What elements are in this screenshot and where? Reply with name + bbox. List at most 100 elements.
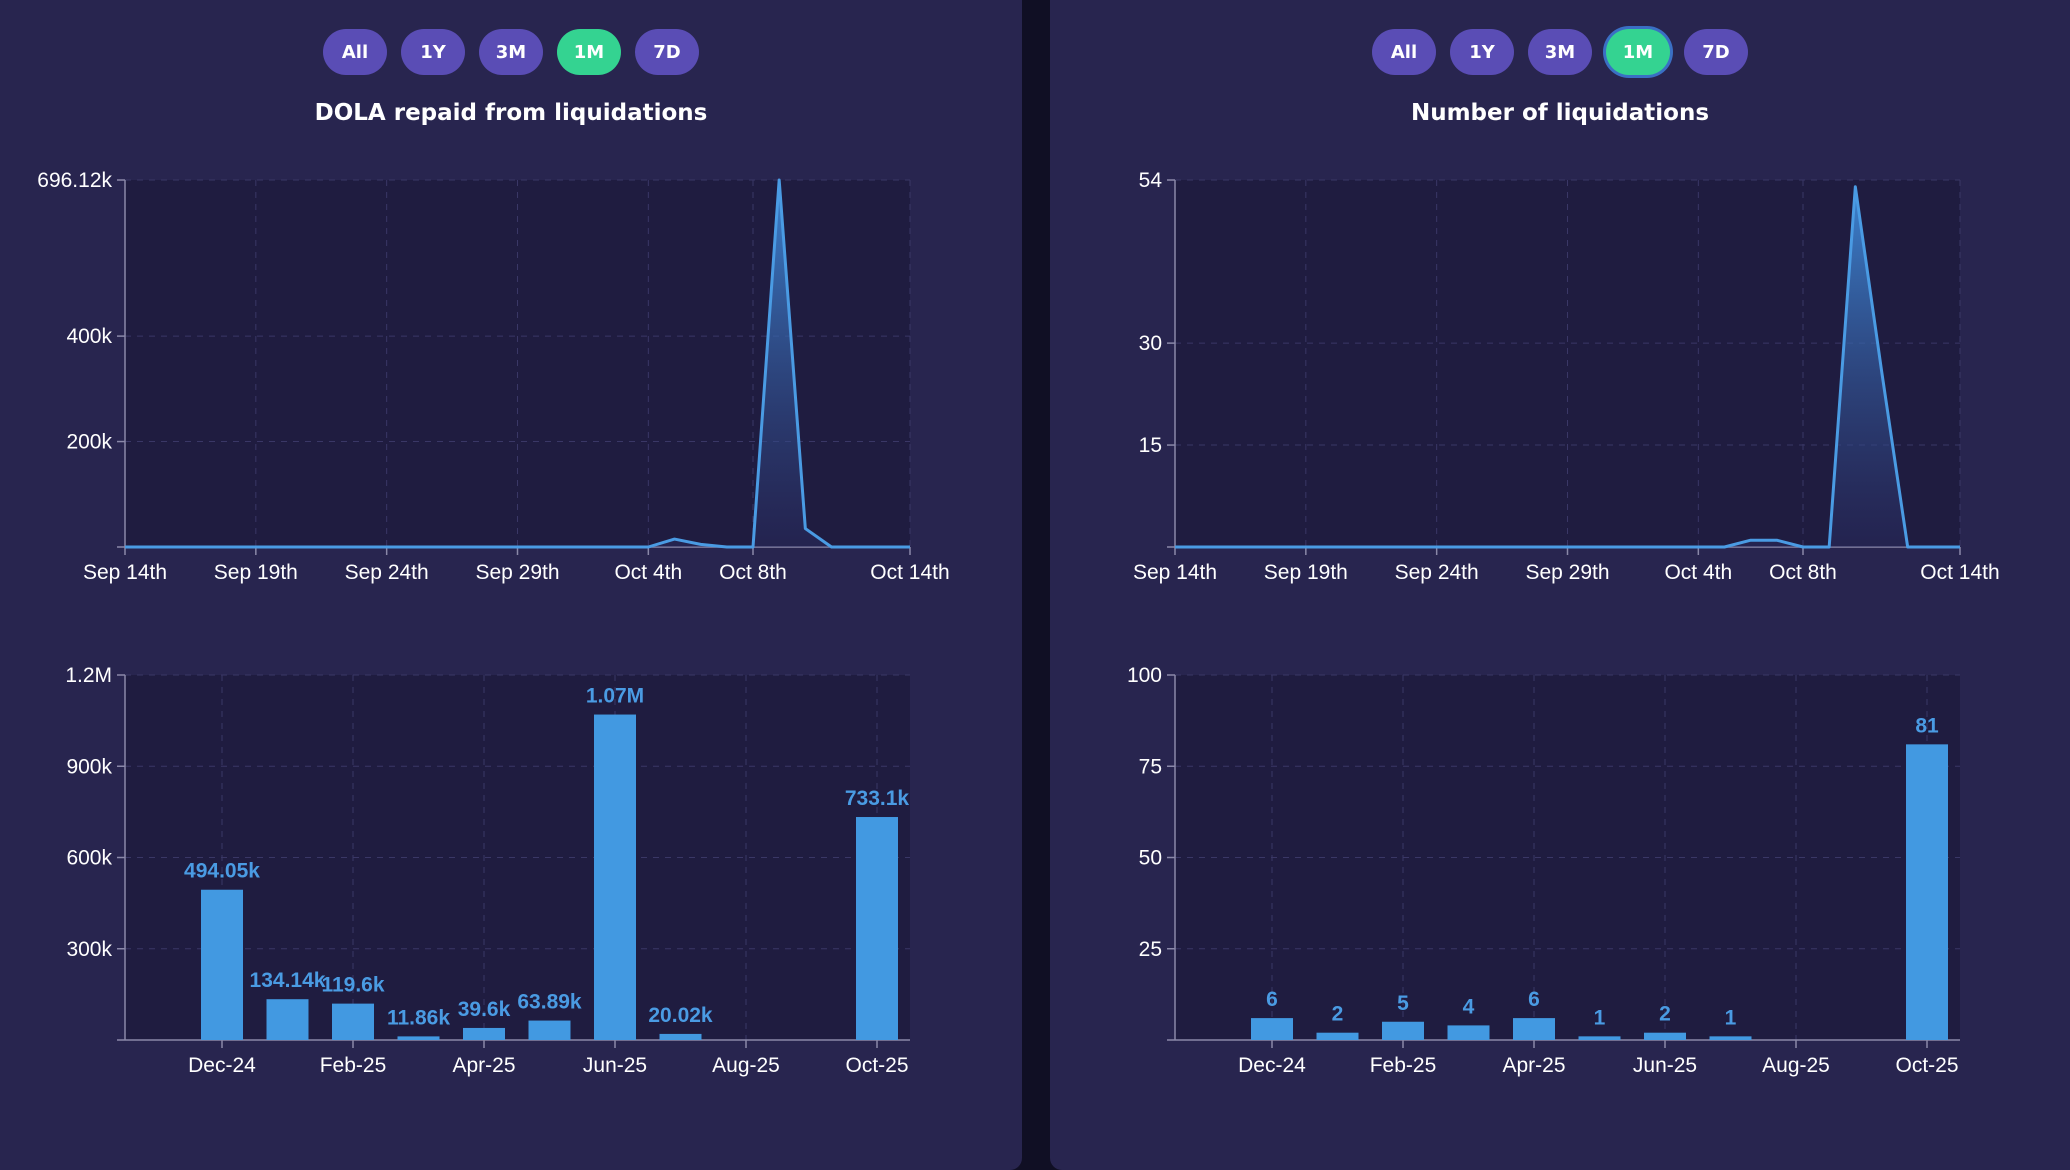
x-tick-label: Sep 19th — [214, 561, 298, 584]
series-area — [1175, 186, 1960, 547]
range-1m-button[interactable]: 1M — [1606, 29, 1670, 75]
x-tick-label: Oct 8th — [1769, 561, 1837, 584]
y-tick-label: 1.2M — [65, 664, 112, 687]
bar — [1316, 1032, 1359, 1040]
bar-data-label: 6 — [1266, 988, 1278, 1011]
time-range-selector: All 1Y 3M 1M 7D — [1050, 29, 2070, 75]
x-tick-label: Sep 19th — [1264, 561, 1348, 584]
y-tick-label: 25 — [1139, 938, 1162, 961]
x-tick-label: Sep 29th — [1525, 561, 1609, 584]
chart-title: DOLA repaid from liquidations — [314, 100, 708, 126]
x-tick-label: Aug-25 — [1762, 1054, 1830, 1077]
range-3m-button[interactable]: 3M — [1528, 29, 1592, 75]
x-tick-label: Sep 14th — [1133, 561, 1217, 584]
x-tick-label: Apr-25 — [452, 1054, 515, 1077]
bar-data-label: 1 — [1594, 1006, 1606, 1029]
bar-data-label: 733.1k — [845, 787, 910, 810]
y-tick-label: 50 — [1139, 847, 1162, 870]
x-tick-label: Sep 29th — [475, 561, 559, 584]
y-tick-label: 300k — [66, 938, 112, 961]
x-tick-label: Apr-25 — [1502, 1054, 1565, 1077]
y-tick-label: 400k — [66, 325, 112, 348]
series-line — [125, 178, 910, 549]
bar-data-label: 63.89k — [517, 991, 582, 1014]
bar — [528, 1020, 571, 1040]
y-tick-label: 200k — [66, 431, 112, 454]
x-tick-label: Oct 8th — [719, 561, 787, 584]
x-tick-label: Sep 24th — [345, 561, 429, 584]
bar — [1906, 744, 1948, 1040]
bar-data-label: 4 — [1463, 995, 1475, 1018]
bar — [201, 889, 243, 1040]
liquidations-count-panel: All 1Y 3M 1M 7D Number of liquidations 1… — [1050, 0, 2070, 1170]
y-tick-label: 75 — [1139, 755, 1162, 778]
range-all-button[interactable]: All — [1372, 29, 1436, 75]
plot-background — [1175, 675, 1960, 1040]
bar-data-label: 2 — [1659, 1003, 1671, 1026]
range-1y-button[interactable]: 1Y — [401, 29, 465, 75]
bar — [463, 1027, 505, 1040]
dola-monthly-bar-chart: 300k 600k 900k 1.2M Dec-24 Feb-25 Apr-25 Jun-25… — [65, 664, 910, 1077]
range-7d-button[interactable]: 7D — [635, 29, 699, 75]
y-tick-label: 15 — [1139, 434, 1162, 457]
y-tick-label: 600k — [66, 847, 112, 870]
plot-background — [125, 675, 910, 1040]
bar — [594, 714, 636, 1040]
x-tick-label: Aug-25 — [712, 1054, 780, 1077]
range-all-button[interactable]: All — [323, 29, 387, 75]
y-tick-label: 696.12k — [37, 169, 112, 192]
liquidations-dola-panel: All 1Y 3M 1M 7D DOLA repaid from liquida… — [0, 0, 1022, 1170]
x-tick-label: Feb-25 — [1370, 1054, 1437, 1077]
bar-data-label: 494.05k — [184, 860, 260, 883]
x-tick-label: Oct 14th — [1920, 561, 1999, 584]
y-tick-label: 30 — [1139, 332, 1162, 355]
bar-data-label: 1.07M — [586, 685, 644, 708]
bar — [332, 1003, 374, 1040]
bar-data-label: 2 — [1332, 1003, 1344, 1026]
x-tick-label: Dec-24 — [1238, 1054, 1306, 1077]
range-3m-button[interactable]: 3M — [479, 29, 543, 75]
bar-data-label: 1 — [1725, 1006, 1737, 1029]
bar-data-label: 11.86k — [387, 1006, 450, 1029]
range-1m-button[interactable]: 1M — [557, 29, 621, 75]
bar-data-label: 20.02k — [648, 1004, 713, 1027]
x-tick-label: Oct-25 — [1895, 1054, 1958, 1077]
x-tick-label: Oct 14th — [870, 561, 949, 584]
dola-daily-area-chart: 200k 400k 696.12k Sep 14th Sep 19th Sep 24th S… — [37, 169, 949, 584]
chart-title: Number of liquidations — [1410, 100, 1710, 126]
bar-data-label: 39.6k — [458, 998, 511, 1021]
y-tick-label: 54 — [1139, 169, 1163, 192]
bar — [1447, 1025, 1490, 1040]
range-7d-button[interactable]: 7D — [1684, 29, 1748, 75]
bar-data-label: 81 — [1915, 714, 1939, 737]
bar-data-label: 6 — [1528, 988, 1540, 1011]
bar — [1644, 1032, 1686, 1040]
x-tick-label: Dec-24 — [188, 1054, 256, 1077]
x-tick-label: Jun-25 — [1633, 1054, 1697, 1077]
bar — [1251, 1018, 1293, 1040]
x-tick-label: Feb-25 — [320, 1054, 387, 1077]
bar-data-label: 119.6k — [321, 974, 384, 997]
count-daily-area-chart: 15 30 54 Sep 14th Sep 19th Sep 24th Sep 29th Oc… — [1133, 169, 2000, 584]
bar — [1382, 1021, 1424, 1040]
bar-data-label: 134.14k — [250, 969, 326, 992]
time-range-selector: All 1Y 3M 1M 7D — [0, 29, 1022, 75]
x-tick-label: Sep 14th — [83, 561, 167, 584]
bar — [1513, 1018, 1555, 1040]
y-tick-label: 900k — [66, 755, 112, 778]
bar — [856, 817, 898, 1040]
bar — [266, 999, 309, 1040]
x-tick-label: Oct-25 — [845, 1054, 908, 1077]
bar — [659, 1033, 702, 1040]
bar — [1578, 1036, 1621, 1040]
bar-data-label: 5 — [1397, 992, 1409, 1015]
range-1y-button[interactable]: 1Y — [1450, 29, 1514, 75]
x-tick-label: Oct 4th — [614, 561, 682, 584]
bar — [1709, 1036, 1752, 1040]
x-tick-label: Jun-25 — [583, 1054, 647, 1077]
x-tick-label: Oct 4th — [1664, 561, 1732, 584]
x-tick-label: Sep 24th — [1395, 561, 1479, 584]
bar — [397, 1036, 440, 1040]
y-tick-label: 100 — [1127, 664, 1162, 687]
